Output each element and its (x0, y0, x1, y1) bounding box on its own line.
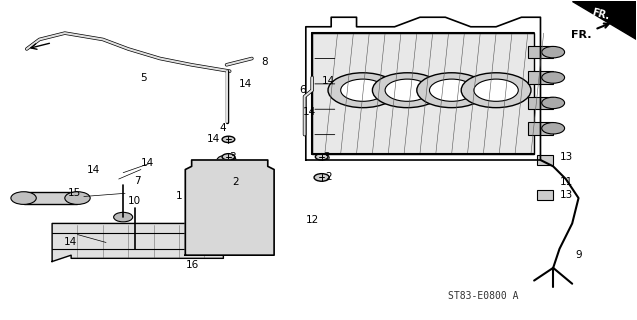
Bar (537, 155, 553, 165)
Polygon shape (185, 160, 274, 255)
Circle shape (11, 192, 36, 204)
Text: 14: 14 (239, 79, 252, 89)
Circle shape (222, 136, 235, 142)
Text: 7: 7 (134, 176, 141, 186)
Bar (537, 190, 553, 200)
Text: 4: 4 (220, 123, 227, 133)
Circle shape (461, 73, 531, 108)
Text: 14: 14 (64, 237, 78, 247)
Bar (528, 71, 553, 84)
Text: 3: 3 (229, 152, 236, 162)
Circle shape (221, 177, 236, 184)
Text: 2: 2 (233, 177, 240, 187)
Text: 13: 13 (559, 190, 573, 200)
Circle shape (314, 174, 329, 181)
Circle shape (385, 79, 429, 101)
Bar (528, 122, 553, 135)
Circle shape (417, 73, 487, 108)
Circle shape (65, 192, 90, 204)
Circle shape (315, 154, 328, 160)
Bar (528, 97, 553, 109)
Circle shape (429, 79, 474, 101)
Circle shape (222, 154, 235, 160)
Circle shape (541, 97, 564, 108)
Text: 14: 14 (322, 76, 335, 86)
Circle shape (113, 212, 132, 222)
Polygon shape (312, 33, 534, 154)
Circle shape (217, 155, 236, 165)
Polygon shape (52, 223, 243, 261)
Text: 14: 14 (140, 158, 154, 168)
Text: FR.: FR. (590, 7, 611, 21)
Circle shape (341, 79, 385, 101)
Circle shape (541, 46, 564, 58)
Text: 1: 1 (176, 191, 182, 202)
Circle shape (541, 72, 564, 83)
Circle shape (474, 79, 519, 101)
Bar (24, 192, 78, 204)
Circle shape (127, 245, 142, 252)
Circle shape (541, 123, 564, 134)
Text: 13: 13 (559, 152, 573, 162)
Polygon shape (572, 1, 636, 39)
Text: FR.: FR. (571, 23, 609, 40)
Text: 16: 16 (185, 260, 199, 270)
Text: 15: 15 (68, 188, 81, 198)
Text: 6: 6 (299, 85, 306, 95)
Text: 12: 12 (306, 215, 319, 225)
Text: 14: 14 (87, 164, 100, 174)
Circle shape (373, 73, 442, 108)
Bar (528, 46, 553, 59)
Text: 14: 14 (303, 108, 316, 117)
Text: ST83-E0800 A: ST83-E0800 A (448, 292, 519, 301)
Text: 10: 10 (128, 196, 141, 206)
Text: 2: 2 (325, 172, 331, 182)
Bar (201, 185, 255, 223)
Text: 9: 9 (575, 250, 582, 260)
Text: 8: 8 (261, 57, 268, 67)
Circle shape (328, 73, 397, 108)
Text: 3: 3 (324, 152, 330, 162)
Text: 5: 5 (141, 73, 147, 83)
Text: 14: 14 (207, 134, 220, 144)
Text: 11: 11 (559, 177, 573, 187)
